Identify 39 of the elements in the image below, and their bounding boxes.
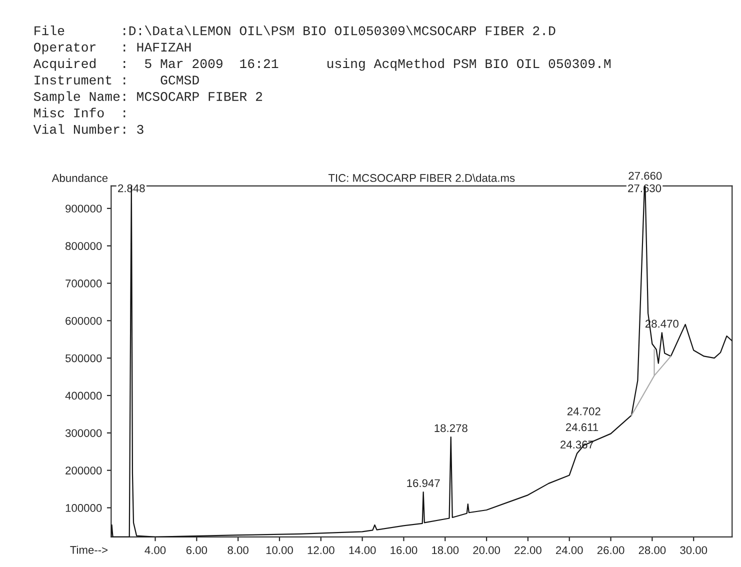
text: Instrument : GCMSD: [34, 76, 199, 85]
x-tick-label: 18.00: [432, 546, 459, 554]
x-tick-label: 10.00: [266, 546, 293, 554]
y-tick-label: 600000: [66, 316, 102, 325]
text: Acquired : 5 Mar 2009 16:21 using AcqMethod PSM BIO OIL 050309.M: [33, 58, 611, 71]
annotation: 24.611: [566, 423, 598, 432]
text: Misc Info :: [34, 108, 126, 118]
x-tick-label: 16.00: [390, 546, 418, 554]
x-tick-label: 22.00: [514, 546, 542, 554]
annotation: 24.702: [567, 407, 600, 416]
y-tick-label: 200000: [66, 466, 102, 474]
y-tick-label: 800000: [66, 242, 102, 250]
y-tick-label: 100000: [66, 504, 102, 512]
x-tick-label: 30.00: [680, 546, 708, 554]
annotation: 16.947: [407, 479, 440, 488]
y-tick-label: 700000: [66, 280, 102, 288]
x-tick-label: 28.00: [638, 546, 666, 554]
text: Sample Name: MCSOCARP FIBER 2: [34, 91, 262, 104]
x-axis-title: Time-->: [70, 546, 108, 554]
text: Vial Number: 3: [33, 124, 144, 134]
x-tick-label: 20.00: [473, 546, 500, 554]
y-tick-label: 900000: [66, 204, 102, 213]
y-tick-label: 400000: [65, 392, 102, 400]
x-tick-label: 6.00: [186, 546, 208, 554]
annotation: 27.660: [628, 172, 662, 180]
text: File :D:\Data\LEMON OIL\PSM BIO OIL050309\MCSOCARP FIBER 2.D: [34, 26, 556, 36]
line-series: [111, 186, 732, 537]
x-tick-label: 12.00: [308, 546, 334, 554]
x-tick-label: 14.00: [349, 546, 376, 554]
y-tick-label: 500000: [65, 354, 102, 362]
chart-title: TIC: MCSOCARP FIBER 2.D\data.ms: [328, 174, 515, 182]
x-tick-label: 8.00: [228, 546, 248, 554]
x-tick-label: 4.00: [144, 546, 166, 554]
x-tick-label: 24.00: [556, 546, 583, 554]
y-axis-title: Abundance: [52, 174, 108, 182]
text: Operator : HAFIZAH: [34, 42, 191, 54]
x-tick-label: 26.00: [597, 546, 624, 554]
y-tick-label: 300000: [65, 429, 102, 438]
annotation: 18.278: [434, 424, 468, 432]
